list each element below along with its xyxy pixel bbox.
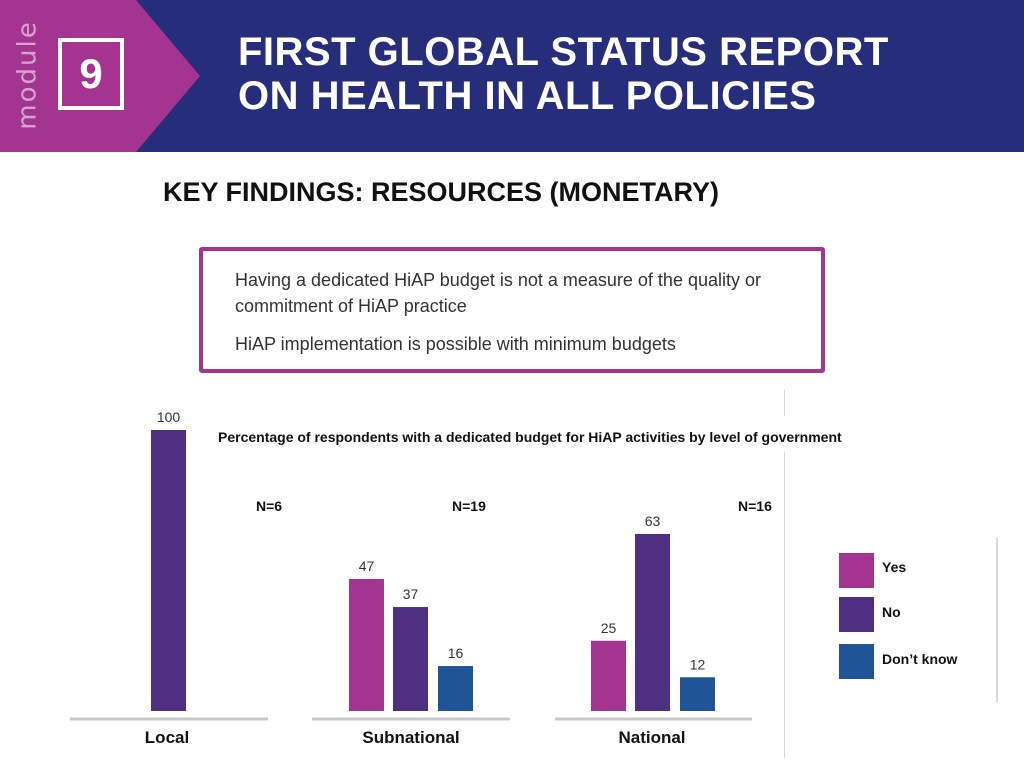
legend-border — [996, 538, 998, 702]
legend-swatch-yes — [839, 553, 874, 588]
bar-national-no — [635, 533, 670, 711]
legend-label-dont-know: Don’t know — [882, 651, 958, 667]
legend-label-no: No — [882, 604, 901, 620]
category-label-national: National — [618, 728, 685, 747]
data-label-national-no: 63 — [645, 513, 661, 529]
data-label-subnational-dont-know: 16 — [448, 645, 464, 661]
bar-local-no — [151, 430, 186, 711]
legend-swatch-no — [839, 597, 874, 632]
category-label-subnational: Subnational — [362, 728, 459, 747]
data-label-national-dont-know: 12 — [690, 656, 706, 672]
data-label-local-no: 100 — [157, 409, 181, 425]
page-title-line-1: FIRST GLOBAL STATUS REPORT — [238, 30, 889, 74]
section-subtitle: KEY FINDINGS: RESOURCES (MONETARY) — [163, 177, 720, 207]
legend-swatch-dont-know — [839, 644, 874, 679]
bar-subnational-yes — [349, 578, 384, 711]
data-label-national-yes: 25 — [601, 620, 617, 636]
legend-label-yes: Yes — [882, 559, 907, 575]
data-label-subnational-no: 37 — [403, 586, 419, 602]
page-title: FIRST GLOBAL STATUS REPORT ON HEALTH IN … — [238, 30, 889, 118]
bar-subnational-dont-know — [438, 666, 473, 711]
divider-line — [784, 390, 785, 416]
divider-line — [784, 452, 785, 758]
page-title-line-2: ON HEALTH IN ALL POLICIES — [238, 74, 817, 118]
sample-size-local: N=6 — [256, 498, 283, 514]
sample-size-national: N=16 — [738, 498, 772, 514]
bar-national-dont-know — [680, 677, 715, 711]
callout-line-2: HiAP implementation is possible with min… — [235, 334, 676, 354]
sample-size-subnational: N=19 — [452, 498, 486, 514]
category-label-local: Local — [145, 728, 189, 747]
callout-box: Having a dedicated HiAP budget is not a … — [199, 247, 825, 373]
data-label-subnational-yes: 47 — [359, 558, 375, 574]
chart-title: Percentage of respondents with a dedicat… — [218, 429, 842, 445]
bar-subnational-no — [393, 607, 428, 711]
module-number: 9 — [58, 38, 124, 110]
bar-national-yes — [591, 640, 626, 711]
module-arrow — [136, 0, 200, 152]
callout-line-1: Having a dedicated HiAP budget is not a … — [235, 270, 761, 316]
module-block — [0, 0, 136, 152]
